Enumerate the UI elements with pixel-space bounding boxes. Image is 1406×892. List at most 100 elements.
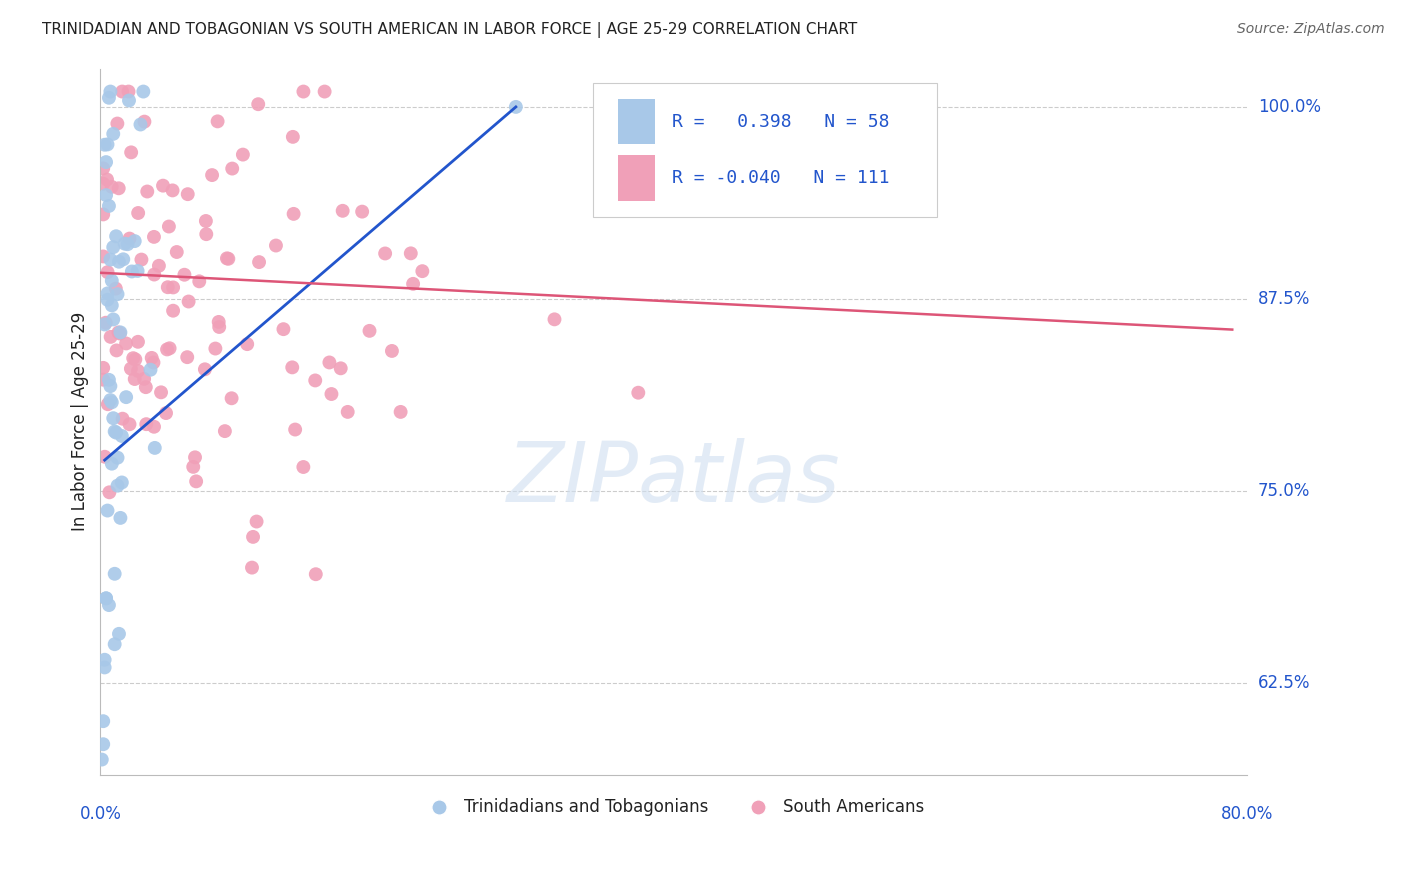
Point [134,114,156,128]
Point [107,326,129,340]
Point [242,530,264,544]
Point [104,637,127,651]
Text: TRINIDADIAN AND TOBAGONIAN VS SOUTH AMERICAN IN LABOR FORCE | AGE 25-29 CORRELAT: TRINIDADIAN AND TOBAGONIAN VS SOUTH AMER… [42,22,858,38]
Point [100,330,122,344]
Point [141,351,163,365]
Text: R = -0.040   N = 111: R = -0.040 N = 111 [672,169,890,187]
Point [207,114,229,128]
Point [127,264,149,278]
Point [93,660,115,674]
Point [107,478,129,492]
Point [93,373,115,387]
Point [108,254,131,268]
Point [217,252,239,266]
Point [135,417,157,432]
Point [162,303,184,318]
Point [111,429,134,443]
Point [107,450,129,465]
Point [97,91,120,105]
Point [188,274,211,288]
Text: 87.5%: 87.5% [1258,290,1310,308]
Point [221,392,243,406]
Point [505,100,527,114]
Point [103,411,125,425]
Point [148,259,170,273]
Point [402,277,425,291]
Point [91,177,114,191]
Point [136,185,159,199]
Point [101,457,124,471]
Point [281,129,304,144]
Point [162,183,184,197]
Point [186,475,208,489]
Point [101,298,124,312]
FancyBboxPatch shape [593,83,938,217]
Point [166,245,188,260]
Point [121,264,143,278]
Point [236,337,259,351]
Point [108,627,131,641]
Point [305,567,328,582]
Text: R =   0.398   N = 58: R = 0.398 N = 58 [672,112,890,130]
Point [221,161,243,176]
Point [94,591,117,606]
Point [93,450,115,464]
Point [283,207,305,221]
Point [131,252,153,267]
Point [98,485,121,500]
Point [124,234,146,248]
Point [264,238,287,252]
Text: 75.0%: 75.0% [1258,482,1310,500]
Point [104,425,127,439]
Point [93,653,115,667]
Point [177,294,200,309]
Point [94,316,117,330]
Point [97,199,120,213]
Legend: Trinidadians and Tobagonians, South Americans: Trinidadians and Tobagonians, South Amer… [416,792,931,823]
Text: 62.5%: 62.5% [1258,673,1310,692]
Point [97,397,120,411]
Point [627,385,650,400]
Point [273,322,295,336]
Point [91,737,114,751]
Point [215,252,238,266]
Y-axis label: In Labor Force | Age 25-29: In Labor Force | Age 25-29 [72,312,89,532]
Point [127,364,149,378]
Text: ZIPatlas: ZIPatlas [506,438,841,519]
Point [111,475,134,490]
Point [114,236,136,251]
FancyBboxPatch shape [619,98,655,145]
Point [208,315,231,329]
Point [155,406,177,420]
Point [90,753,112,767]
Point [96,286,118,301]
Point [157,219,180,234]
Text: 100.0%: 100.0% [1258,98,1320,116]
Point [389,405,412,419]
Point [127,206,149,220]
Point [374,246,396,260]
Point [111,85,134,99]
Point [96,503,118,517]
Point [245,515,267,529]
Point [117,85,139,99]
Point [292,460,315,475]
Point [284,423,307,437]
Point [115,390,138,404]
Point [94,591,117,606]
Point [336,405,359,419]
Point [143,230,166,244]
Point [139,362,162,376]
Point [117,237,139,252]
Point [97,373,120,387]
Point [100,179,122,194]
Point [247,255,270,269]
Point [321,387,343,401]
Point [104,566,127,581]
Point [118,231,141,245]
Point [127,334,149,349]
Point [105,229,128,244]
Point [100,252,122,267]
Point [100,379,122,393]
Point [194,362,217,376]
